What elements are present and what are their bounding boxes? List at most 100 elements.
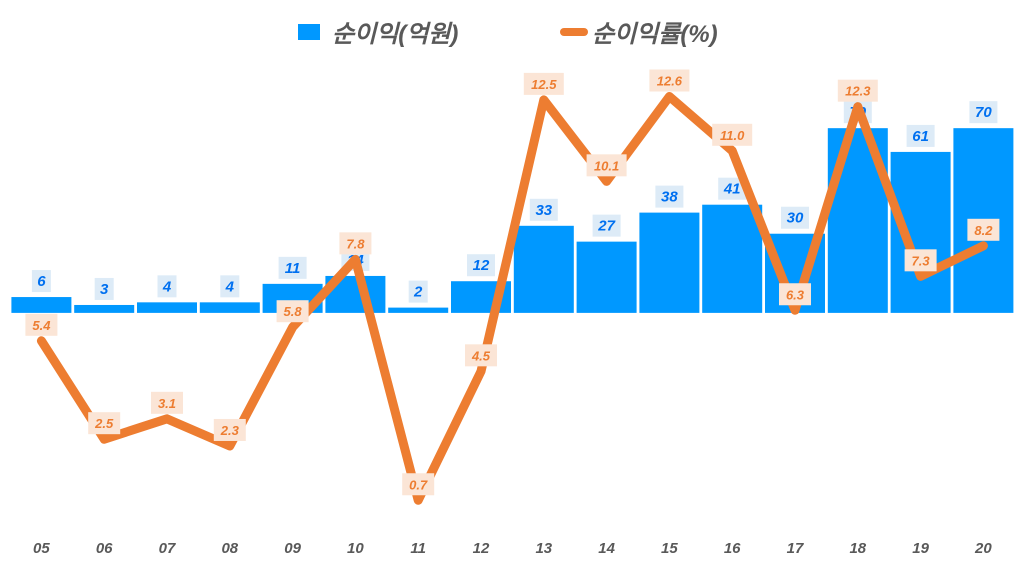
legend-line-label: 순이익률(%) xyxy=(592,21,718,48)
bar-16 xyxy=(702,204,763,313)
bar-05 xyxy=(11,297,72,313)
line-point-07 xyxy=(166,417,168,420)
line-point-08 xyxy=(228,444,231,447)
svg-text:12.5: 12.5 xyxy=(531,77,557,92)
svg-text:11: 11 xyxy=(285,260,301,277)
bar-13 xyxy=(513,225,574,313)
line-label-09: 5.8 xyxy=(276,300,309,323)
line-label-11: 0.7 xyxy=(402,473,435,496)
x-tick-17: 17 xyxy=(787,540,804,557)
line-point-10 xyxy=(354,258,357,261)
line-point-12 xyxy=(480,370,482,373)
svg-text:70: 70 xyxy=(975,104,992,121)
x-tick-07: 07 xyxy=(159,540,176,557)
svg-text:10.1: 10.1 xyxy=(594,158,619,173)
line-label-13: 12.5 xyxy=(523,72,564,95)
x-tick-15: 15 xyxy=(661,540,678,557)
x-tick-06: 06 xyxy=(96,540,113,557)
bar-label-09: 11 xyxy=(278,256,307,279)
svg-text:7.3: 7.3 xyxy=(912,253,931,268)
x-tick-08: 08 xyxy=(221,540,238,557)
bar-label-20: 70 xyxy=(969,101,998,124)
legend-line: 순이익률(%) xyxy=(560,14,718,49)
svg-text:7.8: 7.8 xyxy=(346,236,365,251)
svg-text:2.5: 2.5 xyxy=(94,416,114,431)
svg-text:5.8: 5.8 xyxy=(284,304,303,319)
svg-text:61: 61 xyxy=(912,128,929,145)
line-point-16 xyxy=(731,149,734,152)
line-label-20: 8.2 xyxy=(967,218,1000,241)
svg-text:2: 2 xyxy=(413,284,423,301)
bar-label-13: 33 xyxy=(529,198,558,221)
line-point-11 xyxy=(417,499,420,502)
line-point-18 xyxy=(856,105,859,108)
legend-line-swatch xyxy=(560,27,588,36)
legend-bar-label: 순이익(억원) xyxy=(332,21,459,48)
bar-08 xyxy=(199,302,260,313)
line-point-06 xyxy=(103,438,106,441)
svg-text:4.5: 4.5 xyxy=(471,348,491,363)
line-label-06: 2.5 xyxy=(88,412,121,435)
x-tick-14: 14 xyxy=(598,540,615,557)
svg-text:4: 4 xyxy=(225,278,235,295)
line-point-19 xyxy=(919,275,922,278)
x-tick-09: 09 xyxy=(284,540,301,557)
svg-text:8.2: 8.2 xyxy=(974,223,993,238)
bar-label-05: 6 xyxy=(31,270,51,293)
x-tick-12: 12 xyxy=(473,540,490,557)
line-point-20 xyxy=(982,244,985,247)
bar-06 xyxy=(74,304,135,313)
svg-text:6.3: 6.3 xyxy=(786,287,805,302)
line-label-07: 3.1 xyxy=(151,391,183,414)
svg-text:27: 27 xyxy=(597,218,615,235)
svg-text:11.0: 11.0 xyxy=(720,128,745,143)
svg-text:12.3: 12.3 xyxy=(845,84,871,99)
line-point-14 xyxy=(605,180,608,183)
x-tick-16: 16 xyxy=(724,540,741,557)
x-tick-10: 10 xyxy=(347,540,364,557)
bar-label-15: 38 xyxy=(655,185,684,208)
legend-bar-swatch xyxy=(298,23,320,40)
legend-bar: 순이익(억원) xyxy=(298,14,458,49)
svg-text:0.7: 0.7 xyxy=(409,477,428,492)
bar-14 xyxy=(576,241,637,313)
svg-text:2.3: 2.3 xyxy=(220,423,240,438)
svg-text:3.1: 3.1 xyxy=(158,396,176,411)
bar-label-12: 12 xyxy=(467,254,495,277)
line-label-16: 11.0 xyxy=(712,123,753,146)
line-point-09 xyxy=(291,326,294,329)
x-tick-18: 18 xyxy=(849,540,866,557)
line-point-13 xyxy=(542,98,545,101)
bar-label-16: 41 xyxy=(718,177,747,200)
svg-text:12.6: 12.6 xyxy=(657,74,683,89)
line-label-10: 7.8 xyxy=(339,232,372,255)
bar-label-07: 4 xyxy=(157,275,177,298)
line-label-18: 12.3 xyxy=(837,79,878,102)
svg-text:33: 33 xyxy=(535,202,552,219)
line-point-05 xyxy=(40,339,43,342)
line-point-17 xyxy=(794,309,796,312)
svg-text:12: 12 xyxy=(473,257,490,274)
svg-text:5.4: 5.4 xyxy=(32,318,51,333)
svg-text:4: 4 xyxy=(162,278,172,295)
line-label-17: 6.3 xyxy=(779,283,811,306)
line-label-15: 12.6 xyxy=(649,69,690,92)
bar-label-19: 61 xyxy=(906,124,935,147)
svg-text:41: 41 xyxy=(723,181,741,198)
bar-label-08: 4 xyxy=(220,275,240,298)
line-label-12: 4.5 xyxy=(465,344,497,367)
x-tick-11: 11 xyxy=(410,540,426,557)
line-point-15 xyxy=(668,95,671,98)
x-tick-20: 20 xyxy=(974,540,992,557)
svg-text:6: 6 xyxy=(37,273,46,290)
bar-label-11: 2 xyxy=(408,280,428,303)
bar-11 xyxy=(388,307,449,313)
bar-07 xyxy=(137,302,197,313)
svg-text:30: 30 xyxy=(787,210,804,227)
x-tick-13: 13 xyxy=(535,540,552,557)
line-label-08: 2.3 xyxy=(213,418,246,441)
bar-label-14: 27 xyxy=(592,214,621,237)
x-tick-05: 05 xyxy=(33,540,50,557)
line-label-05: 5.4 xyxy=(25,313,58,336)
